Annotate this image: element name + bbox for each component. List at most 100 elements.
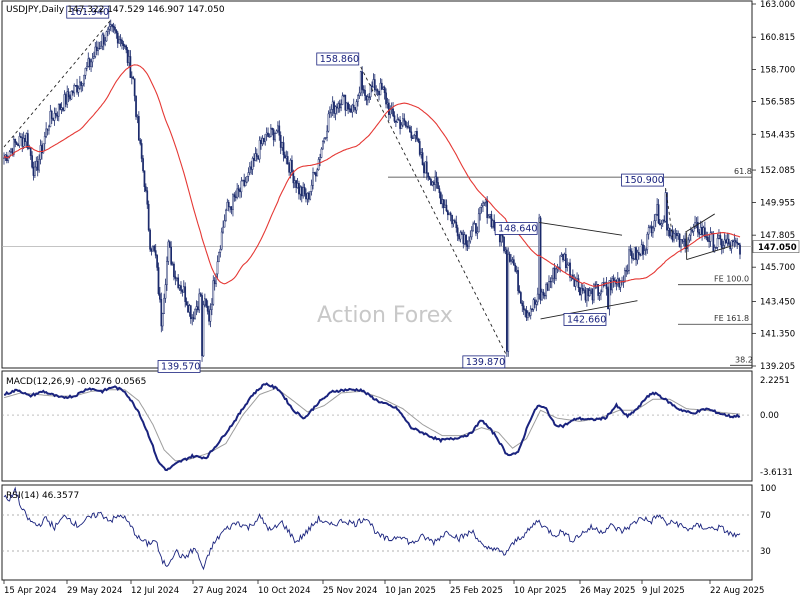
price-label-text: 161.940 (70, 7, 109, 18)
price-label-box (316, 52, 360, 66)
candle-body (292, 171, 295, 184)
price-label: 142.660 (563, 313, 607, 326)
candle-body (691, 229, 694, 232)
candle-body (146, 190, 149, 205)
candle-body (76, 85, 78, 93)
candle-body (220, 231, 223, 250)
candle-body (237, 188, 240, 191)
candle-body (241, 179, 244, 182)
candle-body (688, 234, 691, 241)
candle-body (152, 245, 154, 252)
candle-body (160, 299, 163, 327)
candle-body (598, 293, 601, 296)
candle-body (727, 238, 730, 245)
candle-body (701, 227, 703, 236)
candle-body (695, 222, 698, 224)
candle-body (125, 45, 128, 51)
candle-body (48, 126, 50, 131)
price-label: 139.870 (462, 355, 506, 369)
candle-body (340, 104, 342, 109)
candle-body (428, 176, 431, 180)
price-axis-label: 160.815 (760, 33, 795, 43)
candle-body (456, 227, 459, 237)
candle-body (564, 253, 567, 268)
candle-body (580, 288, 583, 296)
candle-body (167, 241, 170, 262)
candle-body (333, 101, 335, 114)
candle-body (458, 235, 460, 240)
candle-body (586, 288, 588, 301)
candle-body (78, 81, 81, 89)
candle-body (465, 234, 467, 246)
candle-body (115, 30, 118, 34)
candle-body (680, 239, 682, 248)
candle-body (345, 102, 348, 111)
candle-body (59, 103, 62, 110)
price-axis-label: 152.085 (760, 166, 795, 176)
candle-body (462, 234, 465, 244)
candle-body (338, 103, 341, 109)
candle-body (682, 238, 685, 242)
candle-body (321, 141, 324, 150)
candle-body (493, 220, 496, 229)
price-axis-label: 139.205 (760, 362, 795, 372)
candle-body (69, 96, 71, 100)
candle-body (57, 103, 60, 117)
candle-body (424, 161, 427, 174)
candle-body (410, 131, 413, 139)
candle-body (640, 244, 643, 256)
candle-body (510, 260, 512, 262)
candle-body (632, 257, 635, 260)
price-label-box (494, 222, 538, 235)
candle-body (84, 68, 87, 76)
candle-body (73, 84, 76, 94)
candle-body (216, 261, 219, 275)
candle-body (95, 46, 98, 52)
candle-body (42, 143, 45, 154)
candle-body (15, 142, 18, 145)
candle-body (520, 292, 522, 304)
candle-body (174, 276, 177, 279)
candle-body (500, 234, 503, 243)
candle-body (396, 119, 399, 123)
candle-body (482, 202, 484, 206)
candle-body (608, 280, 611, 310)
candle-body (191, 317, 194, 319)
candle-body (403, 118, 406, 122)
candle-body (102, 34, 105, 45)
candle-body (706, 236, 709, 242)
candle-body (145, 186, 147, 192)
candle-body (119, 39, 122, 41)
candle-body (20, 136, 22, 138)
candle-body (173, 263, 175, 278)
candle-body (673, 233, 675, 241)
candle-body (139, 139, 142, 144)
candle-body (212, 280, 215, 305)
candle-body (288, 163, 290, 173)
candle-body (434, 176, 437, 185)
candle-body (350, 108, 352, 113)
candle-body (574, 280, 577, 287)
candle-body (277, 125, 279, 132)
candle-body (188, 305, 191, 313)
candle-body (734, 240, 737, 243)
candle-body (444, 204, 446, 208)
candle-body (611, 278, 614, 291)
candle-body (432, 181, 435, 185)
candle-body (684, 238, 687, 249)
x-axis-label: 25 Nov 2024 (323, 586, 377, 596)
candle-body (35, 160, 38, 168)
candle-body (205, 298, 208, 307)
price-label: 139.570 (157, 360, 201, 373)
candle-body (357, 95, 359, 102)
candle-body (178, 285, 181, 288)
price-label-box (66, 5, 110, 19)
candle-body (448, 212, 451, 216)
candle-body (36, 160, 39, 171)
candle-body (559, 255, 562, 269)
candle-body (549, 280, 552, 283)
candle-body (140, 143, 143, 159)
x-axis-label: 10 Oct 2024 (258, 586, 311, 596)
candle-body (264, 134, 267, 142)
candle-body (416, 131, 418, 140)
